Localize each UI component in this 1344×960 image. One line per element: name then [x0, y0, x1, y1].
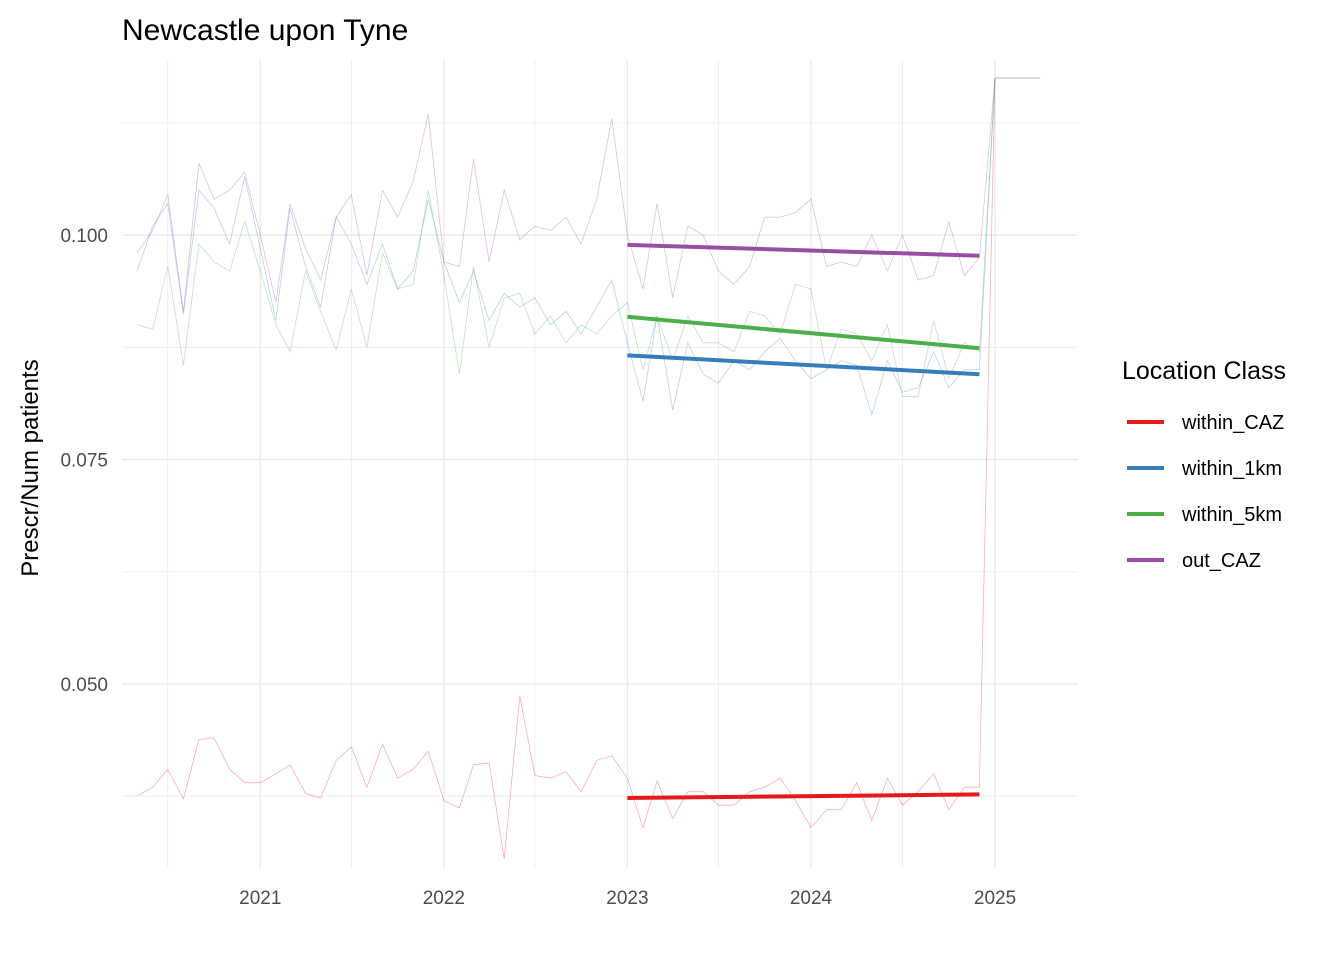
x-tick-label: 2021	[239, 888, 281, 909]
legend-item-within_CAZ: within_CAZ	[1127, 412, 1284, 434]
trend-series-lines	[627, 242, 980, 800]
x-tick-label: 2022	[423, 888, 465, 909]
grid	[122, 60, 1078, 868]
trend-line-within_5km	[627, 314, 980, 351]
legend-title: Location Class	[1122, 357, 1286, 385]
legend-label: within_CAZ	[1181, 412, 1284, 434]
legend-label: within_1km	[1181, 458, 1282, 480]
y-axis-label: Prescr/Num patients	[17, 359, 44, 576]
y-tick-label: 0.100	[60, 226, 108, 247]
raw-line-out_CAZ	[136, 77, 996, 312]
y-axis-tick-labels: 0.050 0.075 0.100	[60, 226, 108, 696]
x-tick-label: 2025	[974, 888, 1016, 909]
x-axis-tick-labels: 2021 2022 2023 2024 2025	[239, 888, 1016, 909]
y-tick-label: 0.050	[60, 675, 108, 696]
raw-series-lines	[136, 77, 1041, 860]
legend-label: within_5km	[1181, 504, 1282, 526]
trend-line-within_CAZ	[627, 792, 980, 800]
legend-item-within_5km: within_5km	[1127, 504, 1282, 526]
x-tick-label: 2024	[790, 888, 833, 909]
raw-line-within_CAZ	[136, 77, 996, 860]
chart-title: Newcastle upon Tyne	[122, 14, 408, 47]
trend-line-out_CAZ	[627, 242, 980, 258]
y-tick-label: 0.075	[60, 451, 108, 472]
legend-label: out_CAZ	[1182, 550, 1261, 572]
x-tick-label: 2023	[606, 888, 648, 909]
legend-item-out_CAZ: out_CAZ	[1127, 550, 1261, 572]
raw-line-within_1km	[136, 77, 996, 417]
trend-line-within_1km	[627, 353, 980, 377]
legend-item-within_1km: within_1km	[1127, 458, 1282, 480]
raw-line-within_5km	[136, 77, 996, 398]
legend: Location Class within_CAZ within_1kmwithi…	[1122, 357, 1286, 572]
